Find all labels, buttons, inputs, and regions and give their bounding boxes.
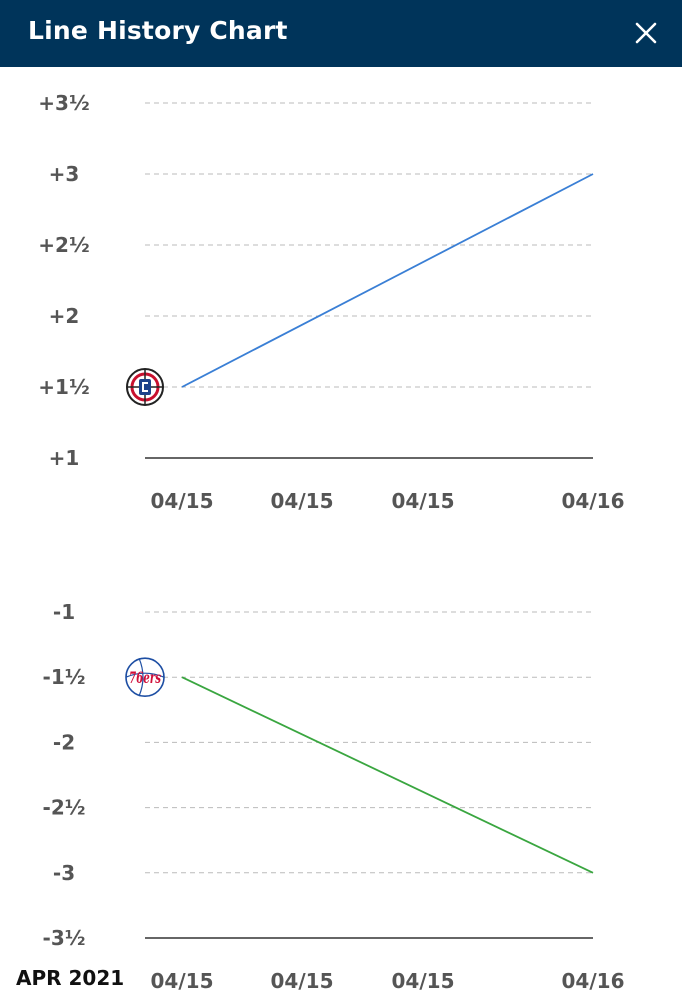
- header-bar: Line History Chart: [0, 0, 682, 67]
- y-tick-label: -3½: [43, 926, 86, 950]
- x-tick-label: 04/15: [392, 489, 455, 513]
- clippers-logo-letter: [142, 382, 148, 392]
- x-tick-label: 04/16: [562, 969, 625, 993]
- line-history-charts: +3½ +3 +2½ +2 +1½ +1 04/15 04/15 04/15 04/16 -1 -1½…: [38, 91, 625, 993]
- y-tick-label: -2½: [43, 796, 86, 820]
- x-tick-label: 04/15: [271, 489, 334, 513]
- x-tick-label: 04/16: [562, 489, 625, 513]
- date-label: APR 2021: [16, 966, 125, 990]
- close-icon[interactable]: [626, 13, 666, 53]
- y-tick-label: -1: [53, 600, 75, 624]
- page-title: Line History Chart: [28, 16, 288, 45]
- x-tick-label: 04/15: [392, 969, 455, 993]
- clippers-logo-icon: [126, 368, 164, 406]
- y-tick-label: +3: [49, 162, 80, 186]
- series-line: [181, 173, 594, 388]
- x-tick-label: 04/15: [271, 969, 334, 993]
- sixers-logo-seam: [138, 657, 144, 697]
- y-tick-label: +2: [49, 304, 80, 328]
- sixers-logo-icon: 76ers: [125, 657, 165, 698]
- x-tick-label: 04/15: [151, 489, 214, 513]
- sixers-logo-seam: [125, 672, 165, 678]
- y-tick-label: -2: [53, 730, 75, 754]
- y-tick-label: +2½: [38, 233, 89, 257]
- y-tick-label: +1½: [38, 375, 89, 399]
- chart-sixers: -1 -1½ -2 -2½ -3 -3½ 04/15 04/15 04/15 04/16 76ers: [43, 600, 625, 993]
- series-line: [181, 676, 594, 874]
- chart-clippers: +3½ +3 +2½ +2 +1½ +1 04/15 04/15 04/15 04/16: [38, 91, 624, 513]
- y-tick-label: +3½: [38, 91, 89, 115]
- x-tick-label: 04/15: [151, 969, 214, 993]
- clippers-logo-shield: [139, 379, 151, 395]
- y-tick-label: -1½: [43, 665, 86, 689]
- y-tick-label: +1: [49, 446, 80, 470]
- sixers-logo-text: 76ers: [129, 668, 161, 687]
- y-tick-label: -3: [53, 861, 75, 885]
